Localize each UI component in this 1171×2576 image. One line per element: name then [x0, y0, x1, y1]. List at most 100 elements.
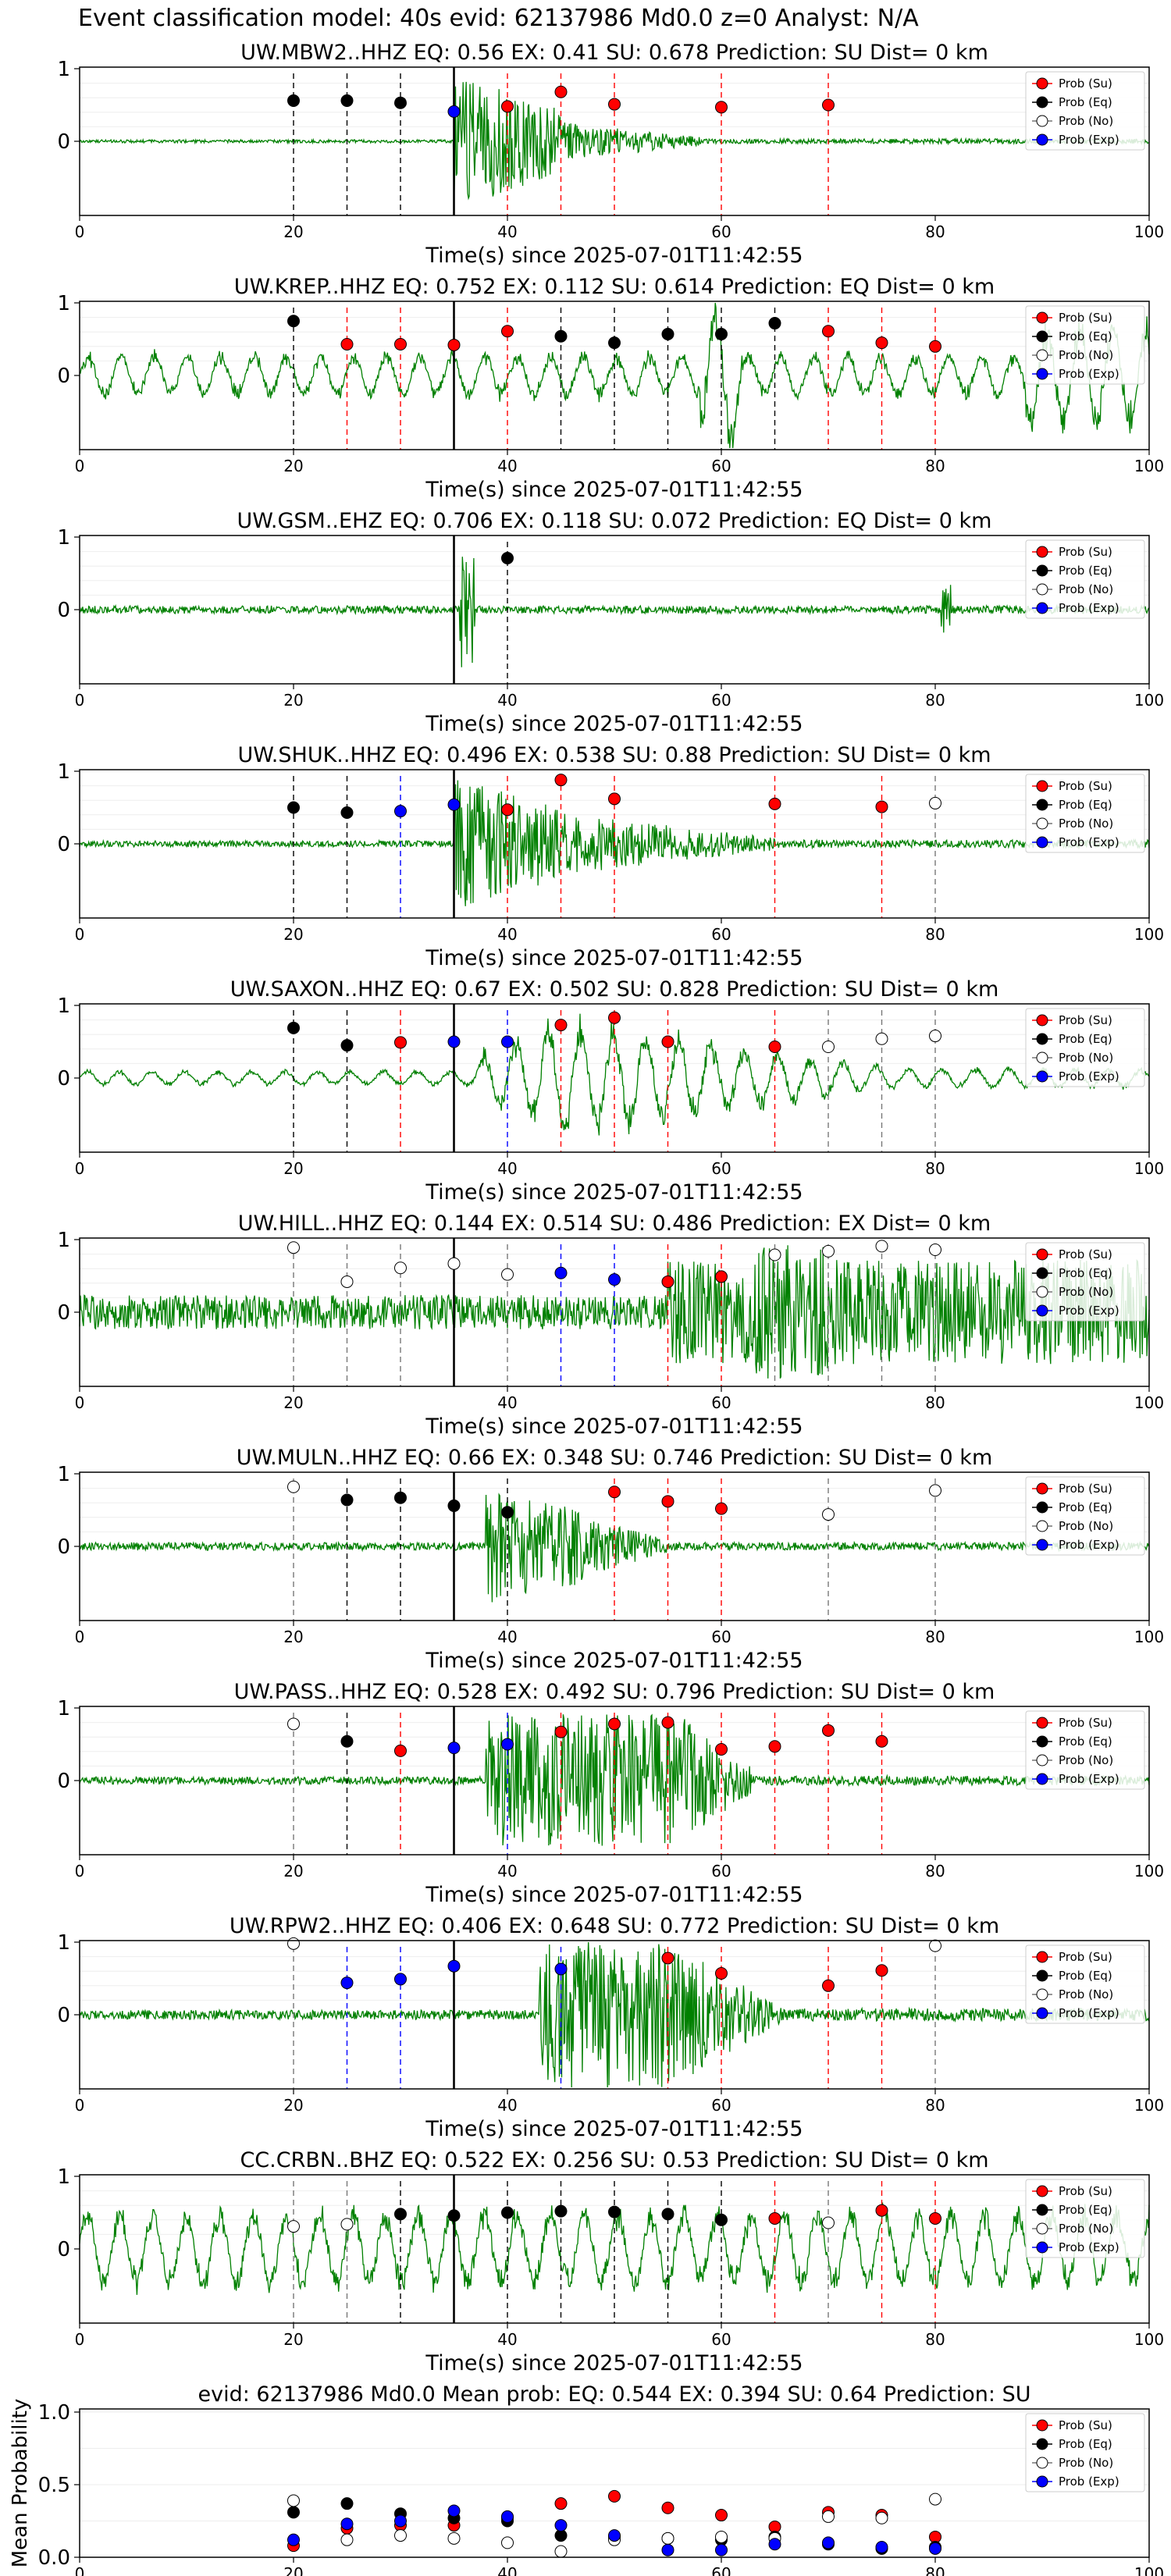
station-panel-prob-point — [394, 2208, 407, 2221]
mean-panel-point-eq — [287, 2506, 300, 2519]
station-panel-xtick-label: 20 — [283, 222, 303, 241]
station-panel-xlabel: Time(s) since 2025-07-01T11:42:55 — [425, 478, 803, 502]
station-panel-prob-point — [501, 1268, 514, 1281]
mean-panel-point-exp — [608, 2529, 621, 2542]
station-panel-prob-point — [875, 1240, 888, 1253]
station-panel-legend-marker — [1036, 1988, 1048, 2001]
station-panel-legend-label: Prob (Eq) — [1059, 329, 1112, 343]
station-panel-prob-point — [340, 1275, 354, 1288]
station-panel-xtick-label: 60 — [711, 2096, 731, 2115]
station-panel-axes-frame — [79, 66, 1150, 216]
mean-panel-legend-label: Prob (Su) — [1059, 2418, 1112, 2432]
station-panel-xtick-label: 80 — [925, 1159, 945, 1178]
station-panel-legend-label: Prob (Su) — [1059, 76, 1112, 91]
station-panel-prob-point — [661, 2208, 674, 2221]
station-panel-legend-label: Prob (Exp) — [1059, 2006, 1119, 2020]
station-panel-legend-marker — [1036, 368, 1048, 380]
station-panel-axes-frame — [79, 1940, 1150, 2090]
station-panel-prob-point — [501, 1506, 514, 1519]
mean-panel-point-exp — [501, 2510, 514, 2523]
station-panel-legend-label: Prob (Exp) — [1059, 1304, 1119, 1318]
station-panel-xtick-label: 0 — [75, 925, 85, 944]
mean-panel-point-exp — [875, 2540, 888, 2553]
mean-panel-title: evid: 62137986 Md0.0 Mean prob: EQ: 0.54… — [198, 2382, 1031, 2407]
station-panel-legend-label: Prob (Eq) — [1059, 1969, 1112, 1983]
station-panel-legend-marker — [1036, 115, 1048, 127]
station-panel-legend-marker — [1036, 799, 1048, 811]
station-panel-ytick-label: 1 — [57, 292, 70, 315]
station-panel-ytick-label: 0 — [57, 2004, 70, 2027]
station-panel-xtick-label: 80 — [925, 925, 945, 944]
station-panel-xtick-label: 40 — [497, 2330, 517, 2349]
station-panel-prob-point — [822, 1724, 835, 1737]
station-panel-legend-label: Prob (Eq) — [1059, 1032, 1112, 1046]
station-panel-legend-marker — [1036, 133, 1048, 146]
station-panel-prob-point — [287, 1241, 300, 1254]
station-panel-prob-point — [768, 2211, 781, 2225]
station-panel-xtick-label: 20 — [283, 925, 303, 944]
station-panel-legend-marker — [1036, 2222, 1048, 2235]
station-panel-legend-box — [1025, 1476, 1145, 1556]
station-panel-legend-marker — [1036, 77, 1048, 90]
station-panel-xtick-label: 100 — [1134, 222, 1164, 241]
station-panel-ytick-label: 0 — [57, 365, 70, 388]
station-panel-legend-label: Prob (Eq) — [1059, 95, 1112, 109]
station-panel-prob-point — [447, 1959, 461, 1973]
station-panel-prob-point — [929, 340, 941, 353]
station-panel-xtick-label: 20 — [283, 2096, 303, 2115]
mean-panel-legend-label: Prob (Exp) — [1059, 2475, 1119, 2489]
station-panel-legend-marker — [1036, 1051, 1048, 1064]
station-panel-prob-point — [340, 1976, 354, 1990]
station-panel-xlabel: Time(s) since 2025-07-01T11:42:55 — [425, 1180, 803, 1204]
station-panel-legend-label: Prob (Su) — [1059, 1247, 1112, 1261]
station-panel-prob-point — [661, 1035, 674, 1048]
station-panel-axes-frame — [79, 535, 1150, 685]
station-panel-xtick-label: 40 — [497, 1628, 517, 1646]
station-panel-prob-point — [661, 1952, 674, 1965]
station-panel-title: CC.CRBN..BHZ EQ: 0.522 EX: 0.256 SU: 0.5… — [240, 2148, 988, 2172]
station-panel-legend-marker — [1036, 1482, 1048, 1495]
station-panel-prob-point — [822, 2216, 835, 2229]
mean-panel-point-no — [287, 2494, 300, 2507]
station-panel-xtick-label: 0 — [75, 2330, 85, 2349]
mean-panel-legend-label: Prob (Eq) — [1059, 2437, 1112, 2451]
station-panel-prob-point — [554, 1266, 568, 1279]
station-panel-ytick-label: 1 — [57, 58, 70, 81]
station-panel-legend-label: Prob (Su) — [1059, 311, 1112, 325]
station-panel-legend-label: Prob (Su) — [1059, 1482, 1112, 1496]
station-panel-legend-box — [1025, 1242, 1145, 1322]
station-panel-legend-label: Prob (Su) — [1059, 2184, 1112, 2198]
mean-panel-ytick-label: 0.5 — [38, 2474, 70, 2497]
station-panel-xtick-label: 40 — [497, 2096, 517, 2115]
station-panel-title: UW.KREP..HHZ EQ: 0.752 EX: 0.112 SU: 0.6… — [234, 275, 995, 299]
station-panel-legend-marker — [1036, 1969, 1048, 1982]
station-panel-xlabel: Time(s) since 2025-07-01T11:42:55 — [425, 1649, 803, 1673]
station-panel-xtick-label: 60 — [711, 1862, 731, 1880]
station-panel-waveform — [79, 1941, 1150, 2088]
station-panel-xtick-label: 60 — [711, 222, 731, 241]
mean-panel-xtick-label: 100 — [1134, 2564, 1164, 2576]
station-panel-xlabel: Time(s) since 2025-07-01T11:42:55 — [425, 2351, 803, 2375]
station-panel-legend-marker — [1036, 1267, 1048, 1279]
station-panel-legend-label: Prob (Exp) — [1059, 367, 1119, 381]
station-panel-ytick-label: 0 — [57, 1535, 70, 1559]
mean-panel-point-no — [929, 2492, 941, 2506]
station-panel-prob-point — [768, 1041, 781, 1054]
mean-panel-legend-box — [1025, 2413, 1145, 2492]
station-panel-xtick-label: 20 — [283, 1159, 303, 1178]
station-panel-legend-label: Prob (Exp) — [1059, 2240, 1119, 2254]
station-panel-legend-box — [1025, 539, 1145, 619]
station-panel-prob-point — [554, 2204, 568, 2218]
station-panel-legend-marker — [1036, 817, 1048, 830]
station-panel-prob-point — [287, 2220, 300, 2233]
station-panel-xlabel: Time(s) since 2025-07-01T11:42:55 — [425, 946, 803, 970]
station-panel-legend-marker — [1036, 780, 1048, 792]
station-panel-ytick-label: 0 — [57, 2238, 70, 2261]
station-panel-xtick-label: 60 — [711, 2330, 731, 2349]
station-panel-xtick-label: 100 — [1134, 691, 1164, 710]
station-panel-legend-label: Prob (Su) — [1059, 1716, 1112, 1730]
station-panel-xtick-label: 20 — [283, 1393, 303, 1412]
station-panel-xtick-label: 80 — [925, 1862, 945, 1880]
station-panel-legend-label: Prob (No) — [1059, 1753, 1113, 1767]
station-panel-prob-point — [394, 1973, 407, 1986]
